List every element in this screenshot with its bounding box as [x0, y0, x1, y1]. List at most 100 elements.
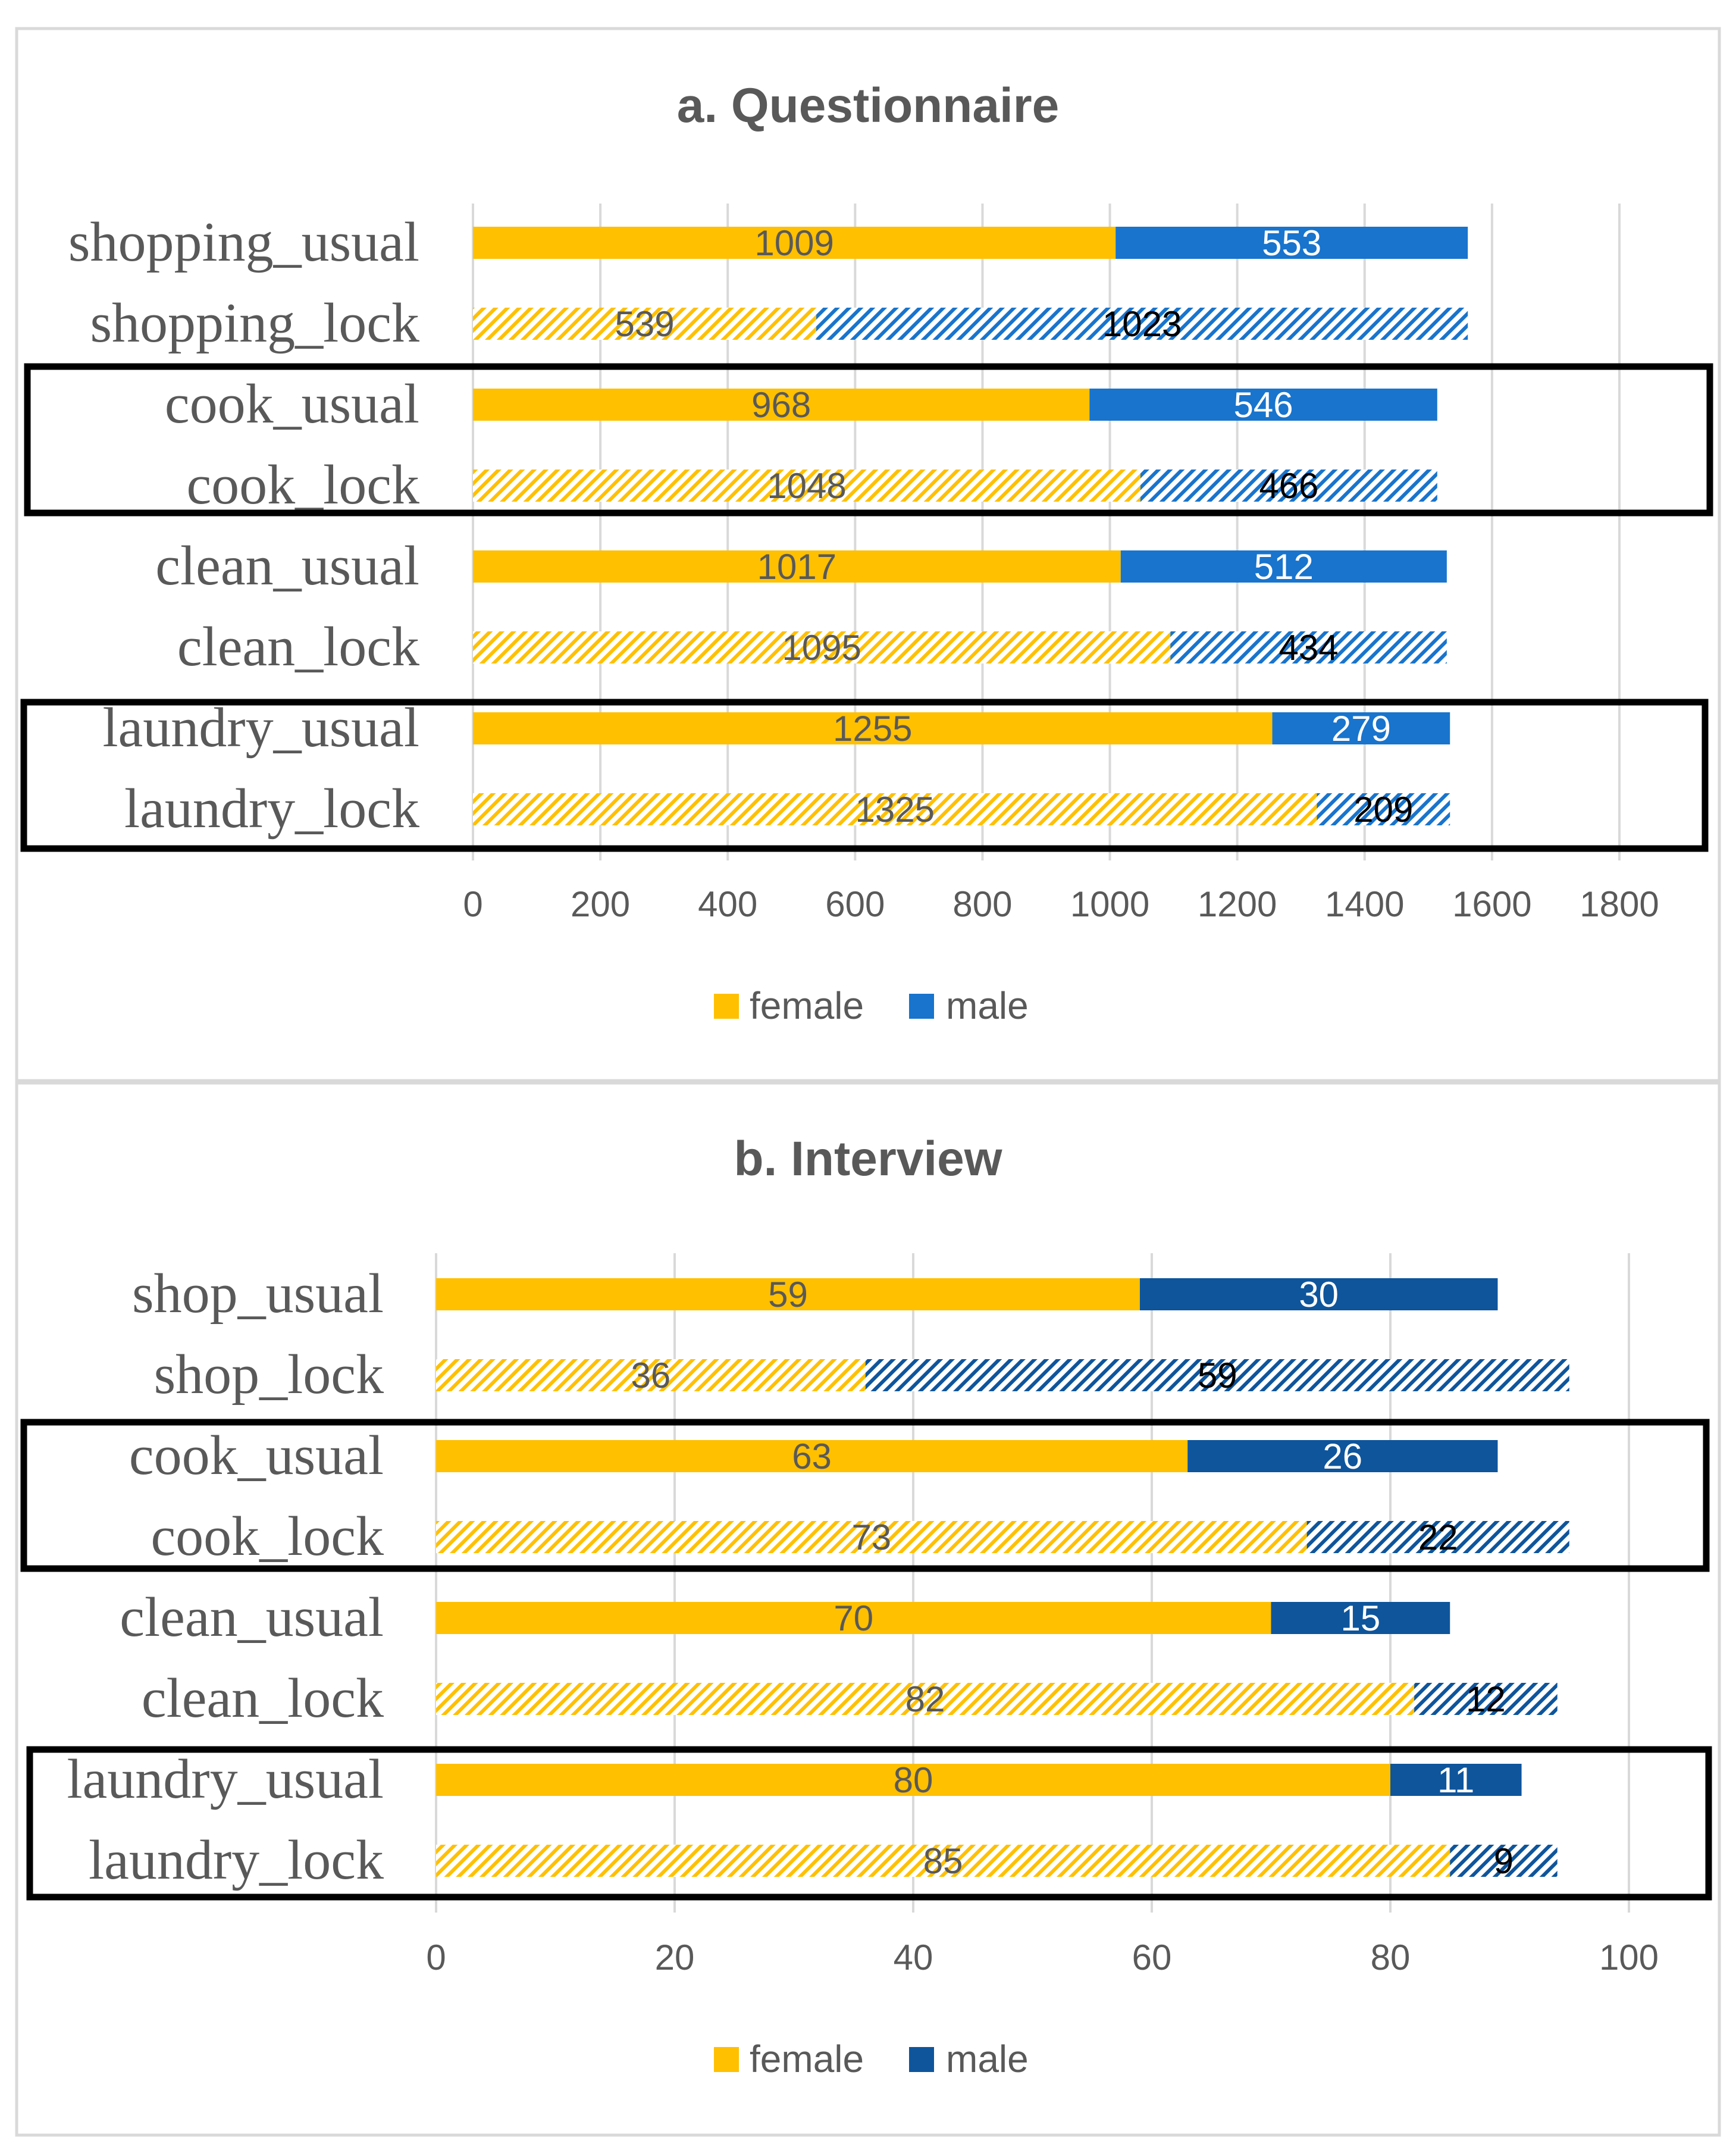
bar-female-shopping-usual [473, 227, 1116, 259]
category-label-shopping-lock: shopping_lock [90, 292, 419, 354]
legend-label-female-b: female [750, 2038, 864, 2080]
bar-male-cook-usual [1187, 1440, 1498, 1472]
value-label-male-cook-lock: 22 [1418, 1517, 1458, 1557]
panel-questionnaire: a. Questionnaire 1009 553 539 1023 968 546 104… [15, 27, 1721, 1082]
x-tick-label-a-1400: 1400 [1325, 884, 1404, 924]
value-label-female-cook-lock: 1048 [767, 466, 846, 506]
x-tick-label-a-1600: 1600 [1452, 884, 1531, 924]
legend-swatch-male [909, 994, 934, 1019]
panel-interview-title: b. Interview [734, 1132, 1002, 1186]
panel-questionnaire-title: a. Questionnaire [677, 79, 1060, 133]
x-tick-label-a-200: 200 [571, 884, 630, 924]
bar-female-clean-lock [473, 631, 1171, 663]
value-label-female-cook-lock: 73 [851, 1517, 891, 1557]
bar-male-shop-lock [865, 1359, 1569, 1391]
x-tick-label-b-20: 20 [655, 1938, 695, 1977]
bar-male-laundry-usual [1272, 712, 1450, 744]
legend-swatch-male-b [909, 2047, 934, 2072]
value-label-female-laundry-lock: 1325 [856, 790, 935, 830]
bar-female-laundry-usual [473, 712, 1273, 744]
category-label-cook-usual: cook_usual [165, 373, 419, 435]
highlight-frame-cook-questionnaire [24, 363, 1713, 517]
value-label-female-clean-usual: 1017 [757, 547, 836, 587]
value-label-male-cook-lock: 466 [1259, 466, 1318, 506]
category-labels-questionnaire: shopping_usual shopping_lock cook_usualcoo… [68, 211, 419, 840]
bar-male-shop-usual [1139, 1278, 1498, 1310]
category-label-cook-lock: cook_lock [186, 454, 419, 516]
x-tick-label-a-1800: 1800 [1580, 884, 1659, 924]
bar-female-shop-lock [436, 1359, 866, 1391]
category-label-clean-usual: clean_usual [120, 1586, 384, 1648]
category-label-laundry-lock: laundry_lock [124, 778, 419, 840]
category-label-clean-lock: clean_lock [142, 1667, 384, 1729]
value-label-female-laundry-usual: 80 [894, 1760, 933, 1800]
x-tick-label-b-40: 40 [894, 1938, 933, 1977]
value-label-male-clean-usual: 512 [1254, 547, 1314, 587]
highlight-frames-questionnaire [20, 363, 1713, 852]
bar-female-laundry-usual [436, 1764, 1390, 1796]
bar-female-clean-usual [436, 1602, 1271, 1634]
value-label-female-shop-usual: 59 [768, 1275, 808, 1315]
legend-swatch-female [714, 994, 739, 1019]
panel-interview: b. Interview 59 30 36 59 63 26 73 22 70 15 82 12 80 1… [15, 1081, 1721, 2137]
highlight-frames-interview [20, 1419, 1712, 1901]
value-label-female-clean-usual: 70 [833, 1598, 873, 1638]
value-label-male-clean-usual: 15 [1341, 1598, 1381, 1638]
x-tick-label-b-80: 80 [1371, 1938, 1411, 1977]
highlight-frame-laundry-interview [26, 1746, 1712, 1901]
value-label-male-shopping-usual: 553 [1262, 223, 1321, 263]
bar-female-cook-lock [436, 1521, 1307, 1553]
value-label-female-shopping-lock: 539 [615, 304, 674, 344]
bar-female-cook-usual [473, 389, 1090, 421]
legend-interview: female male [714, 2038, 1029, 2080]
x-tick-label-a-1000: 1000 [1070, 884, 1149, 924]
value-label-female-cook-usual: 63 [792, 1436, 832, 1476]
bar-female-laundry-lock [473, 793, 1317, 825]
value-label-male-clean-lock: 434 [1279, 628, 1339, 668]
value-label-male-laundry-usual: 11 [1437, 1760, 1474, 1800]
legend-label-male: male [946, 984, 1029, 1027]
bar-female-laundry-lock [436, 1845, 1450, 1877]
value-label-male-shop-lock: 59 [1198, 1356, 1237, 1395]
bar-female-shop-usual [436, 1278, 1140, 1310]
bar-male-laundry-usual [1390, 1764, 1522, 1796]
legend-swatch-female-b [714, 2047, 739, 2072]
bar-male-cook-lock [1306, 1521, 1569, 1553]
value-label-female-clean-lock: 1095 [782, 628, 861, 668]
value-label-male-laundry-usual: 279 [1331, 709, 1391, 749]
bar-male-laundry-lock [1317, 793, 1450, 825]
bar-male-cook-usual [1089, 389, 1437, 421]
bar-male-shopping-usual [1115, 227, 1468, 259]
value-label-male-clean-lock: 12 [1466, 1679, 1506, 1719]
bars-interview: 59 30 36 59 63 26 73 22 70 15 82 12 80 11 85 9 [436, 1275, 1569, 1881]
bar-female-shopping-lock [473, 308, 817, 340]
x-tick-label-a-800: 800 [952, 884, 1012, 924]
legend-label-female: female [750, 984, 864, 1027]
category-label-laundry-usual: laundry_usual [102, 697, 419, 759]
bar-female-clean-lock [436, 1683, 1415, 1715]
bar-male-clean-lock [1414, 1683, 1558, 1715]
category-labels-interview: shop_usual shop_lock cook_usual cook_lockcl… [67, 1263, 384, 1891]
category-label-clean-lock: clean_lock [177, 616, 419, 678]
bar-male-shopping-lock [816, 308, 1468, 340]
x-tick-label-b-60: 60 [1132, 1938, 1172, 1977]
category-label-shop-lock: shop_lock [154, 1344, 384, 1406]
category-label-shopping-usual: shopping_usual [68, 211, 419, 273]
legend-questionnaire: female male [714, 984, 1029, 1027]
value-label-male-laundry-lock: 209 [1353, 790, 1413, 830]
x-tick-label-a-600: 600 [825, 884, 885, 924]
value-label-male-shopping-lock: 1023 [1102, 304, 1182, 344]
bar-male-laundry-lock [1450, 1845, 1558, 1877]
value-label-female-laundry-usual: 1255 [833, 709, 912, 749]
value-label-male-shop-usual: 30 [1299, 1275, 1339, 1315]
category-label-shop-usual: shop_usual [132, 1263, 384, 1325]
value-label-male-cook-usual: 546 [1234, 385, 1293, 425]
category-label-cook-usual: cook_usual [129, 1425, 384, 1486]
bar-female-cook-lock [473, 470, 1140, 502]
bar-female-cook-usual [436, 1440, 1188, 1472]
x-tick-label-b-0: 0 [426, 1938, 446, 1977]
value-label-female-cook-usual: 968 [751, 385, 811, 425]
category-label-cook-lock: cook_lock [151, 1506, 384, 1567]
value-label-female-shop-lock: 36 [631, 1356, 671, 1395]
